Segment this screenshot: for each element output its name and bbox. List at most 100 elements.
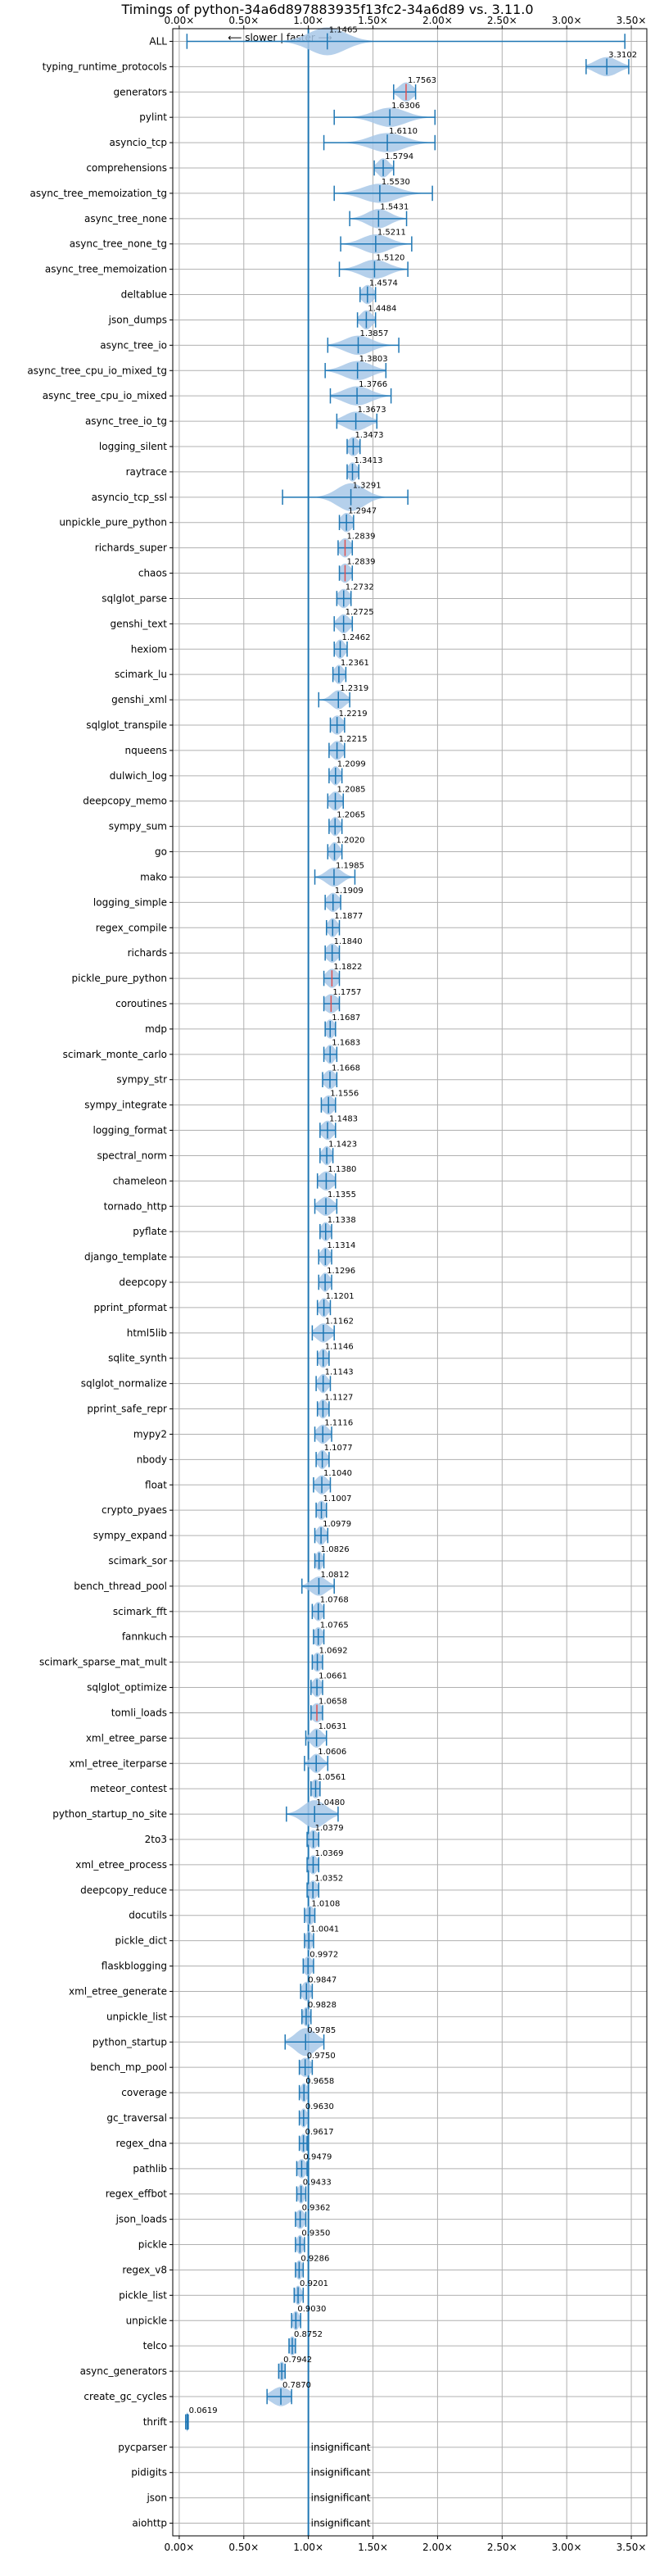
value-label: 1.3413 — [354, 456, 382, 465]
benchmark-name-label: logging_simple — [93, 896, 167, 908]
benchmark-name-label: pprint_safe_repr — [87, 1404, 167, 1415]
value-label: 1.1201 — [326, 1292, 355, 1301]
value-label: 0.9847 — [308, 1975, 337, 1984]
benchmark-name-label: gc_traversal — [106, 2112, 167, 2124]
benchmark-name-label: mypy2 — [133, 1428, 167, 1440]
value-label: 1.1877 — [334, 912, 363, 921]
benchmark-name-label: html5lib — [127, 1327, 167, 1339]
value-label: 0.9630 — [305, 2102, 334, 2111]
value-label: 1.2839 — [346, 557, 375, 566]
insignificant-label: insignificant — [311, 2492, 371, 2504]
value-label: 0.7870 — [282, 2381, 311, 2390]
benchmark-name-label: coverage — [121, 2087, 167, 2098]
benchmark-name-label: async_tree_io_tg — [85, 415, 167, 427]
benchmark-name-label: chaos — [138, 568, 167, 579]
insignificant-label: insignificant — [311, 2442, 371, 2453]
x-tick-label-top: 1.00× — [293, 15, 323, 26]
x-tick-label-bottom: 2.00× — [422, 2542, 453, 2553]
benchmark-name-label: regex_compile — [96, 922, 167, 933]
value-label: 1.1338 — [328, 1216, 356, 1225]
benchmark-name-label: comprehensions — [86, 162, 167, 174]
value-label: 1.6110 — [389, 127, 418, 136]
value-label: 0.9362 — [302, 2204, 331, 2213]
value-label: 1.2085 — [337, 786, 366, 795]
value-label: 1.0631 — [318, 1722, 347, 1731]
value-label: 1.0661 — [318, 1671, 347, 1680]
benchmark-name-label: pickle_dict — [115, 1935, 168, 1947]
benchmark-name-label: python_startup_no_site — [52, 1808, 167, 1820]
value-label: 1.1757 — [332, 988, 361, 997]
benchmark-name-label: genshi_xml — [111, 694, 167, 705]
benchmark-name-label: scimark_monte_carlo — [63, 1049, 167, 1060]
x-tick-label-bottom: 1.00× — [293, 2542, 323, 2553]
value-label: 0.9972 — [309, 1950, 338, 1959]
x-tick-label-bottom: 2.50× — [487, 2542, 517, 2553]
benchmark-name-label: hexiom — [131, 643, 167, 655]
benchmark-name-label: json_loads — [115, 2214, 167, 2225]
x-tick-label-top: 1.50× — [358, 15, 388, 26]
benchmark-name-label: xml_etree_generate — [69, 1985, 167, 1997]
value-label: 0.8752 — [294, 2330, 323, 2339]
value-label: 1.2215 — [339, 735, 368, 744]
x-tick-label-top: 2.00× — [422, 15, 453, 26]
value-label: 0.7942 — [283, 2356, 312, 2365]
value-label: 0.9286 — [300, 2254, 329, 2263]
value-label: 1.0606 — [318, 1748, 346, 1757]
benchmark-name-label: chameleon — [113, 1175, 167, 1186]
value-label: 1.6306 — [391, 102, 420, 111]
benchmark-name-label: async_tree_none_tg — [70, 238, 167, 250]
benchmark-name-label: richards_super — [95, 542, 167, 554]
value-label: 1.0979 — [323, 1520, 351, 1529]
benchmark-name-label: sympy_expand — [93, 1530, 167, 1541]
benchmark-name-label: asyncio_tcp_ssl — [92, 492, 167, 503]
value-label: 0.9433 — [303, 2179, 332, 2188]
value-label: 1.0812 — [320, 1571, 349, 1580]
benchmark-name-label: scimark_sor — [108, 1555, 167, 1567]
value-label: 0.9350 — [301, 2229, 330, 2238]
value-label: 1.2947 — [348, 507, 377, 516]
benchmark-name-label: nbody — [137, 1454, 167, 1465]
benchmark-name-label: python_startup — [93, 2036, 167, 2048]
value-label: 1.0692 — [319, 1647, 348, 1656]
value-label: 1.0826 — [321, 1545, 350, 1554]
benchmark-name-label: async_tree_cpu_io_mixed — [43, 390, 167, 401]
benchmark-name-label: xml_etree_process — [75, 1859, 167, 1871]
chart-title: Timings of python-34a6d897883935f13fc2-3… — [120, 2, 533, 17]
benchmark-name-label: sympy_integrate — [84, 1100, 167, 1111]
benchmark-name-label: sqlglot_optimize — [87, 1682, 167, 1694]
benchmark-name-label: logging_silent — [99, 441, 167, 452]
value-label: 1.5794 — [385, 152, 413, 161]
x-tick-label-top: 0.50× — [228, 15, 259, 26]
benchmark-name-label: sqlite_synth — [108, 1353, 167, 1364]
benchmark-name-label: async_tree_io — [100, 339, 167, 351]
value-label: 0.9658 — [305, 2077, 334, 2086]
benchmark-name-label: scimark_lu — [115, 669, 167, 680]
benchmark-name-label: float — [145, 1479, 167, 1490]
benchmark-name-label: async_tree_memoization — [45, 264, 167, 275]
value-label: 1.1355 — [328, 1190, 356, 1200]
benchmark-name-label: spectral_norm — [97, 1150, 167, 1161]
value-label: 1.1423 — [328, 1140, 357, 1149]
benchmark-name-label: unpickle_list — [106, 2011, 167, 2022]
benchmark-name-label: telco — [143, 2340, 167, 2352]
value-label: 1.0369 — [314, 1849, 343, 1858]
value-label: 1.1162 — [325, 1317, 354, 1327]
value-label: 1.3473 — [355, 431, 383, 440]
benchmark-name-label: ALL — [149, 35, 167, 47]
benchmark-name-label: meteor_contest — [90, 1783, 167, 1794]
value-label: 1.1127 — [324, 1393, 353, 1402]
violin-layer: 1.1465 3.3102 1.7563 1.6306 1.6110 1.5794 1.55… — [185, 25, 637, 2536]
benchmark-name-label: pidigits — [131, 2467, 167, 2478]
value-label: 1.1380 — [328, 1165, 356, 1174]
benchmark-name-label: sqlglot_parse — [102, 592, 167, 604]
value-label: 1.1668 — [332, 1064, 360, 1073]
x-tick-label-top: 0.00× — [164, 15, 194, 26]
value-label: 1.1007 — [323, 1494, 352, 1503]
benchmark-name-label: json — [146, 2492, 167, 2504]
benchmark-name-label: create_gc_cycles — [84, 2391, 167, 2402]
value-label: 1.3291 — [353, 482, 382, 491]
value-label: 1.2732 — [346, 583, 374, 592]
value-label: 1.2099 — [337, 760, 366, 769]
